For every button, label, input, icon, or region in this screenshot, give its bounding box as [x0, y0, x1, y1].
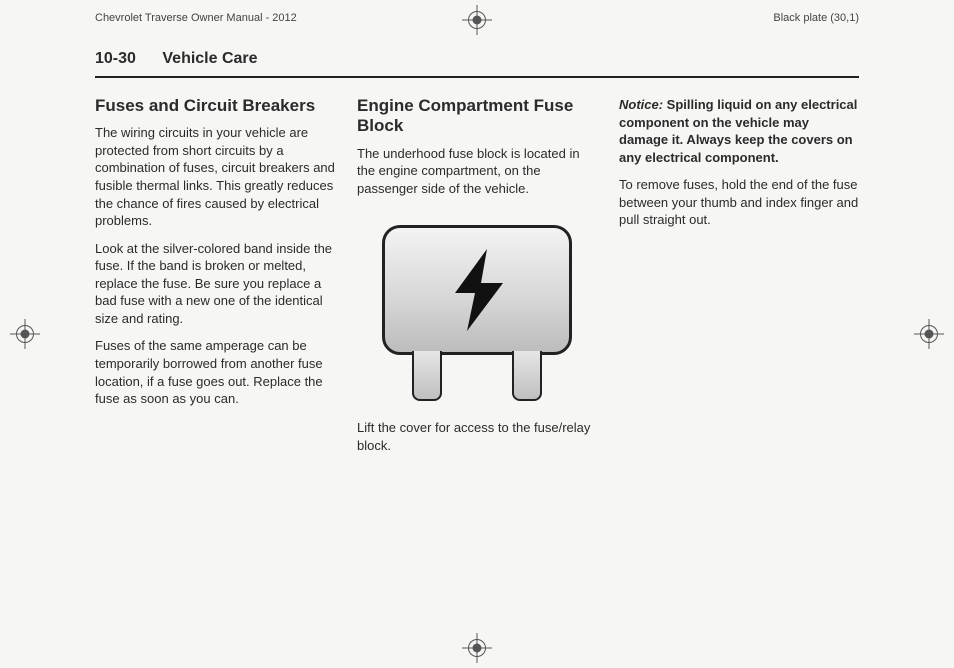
col1-heading: Fuses and Circuit Breakers [95, 96, 335, 116]
cropmark-top [462, 5, 492, 35]
col1-p3: Fuses of the same amperage can be tempor… [95, 337, 335, 407]
col3-p1: To remove fuses, hold the end of the fus… [619, 176, 859, 229]
notice-label: Notice: [619, 97, 663, 112]
fuse-leg-right [512, 351, 542, 401]
col1-p1: The wiring circuits in your vehicle are … [95, 124, 335, 229]
doc-title: Chevrolet Traverse Owner Manual - 2012 [95, 12, 297, 24]
fuse-leg-left [412, 351, 442, 401]
col1-p2: Look at the silver-colored band inside t… [95, 240, 335, 328]
page-body: 10-30 Vehicle Care Fuses and Circuit Bre… [95, 50, 859, 628]
cropmark-bottom [462, 633, 492, 663]
column-2: Engine Compartment Fuse Block The underh… [357, 96, 597, 465]
col2-heading: Engine Compartment Fuse Block [357, 96, 597, 137]
content-columns: Fuses and Circuit Breakers The wiring ci… [95, 96, 859, 465]
fuse-block-figure [367, 207, 587, 407]
section-title: Vehicle Care [162, 50, 257, 67]
col2-p1: The underhood fuse block is located in t… [357, 145, 597, 198]
column-1: Fuses and Circuit Breakers The wiring ci… [95, 96, 335, 465]
col3-notice: Notice: Spilling liquid on any electrica… [619, 96, 859, 166]
section-number: 10-30 [95, 50, 136, 67]
lightning-icon [449, 249, 509, 331]
section-header: 10-30 Vehicle Care [95, 50, 859, 78]
cropmark-left [10, 319, 40, 349]
cropmark-right [914, 319, 944, 349]
plate-label: Black plate (30,1) [773, 12, 859, 24]
col2-caption: Lift the cover for access to the fuse/re… [357, 419, 597, 454]
column-3: Notice: Spilling liquid on any electrica… [619, 96, 859, 465]
